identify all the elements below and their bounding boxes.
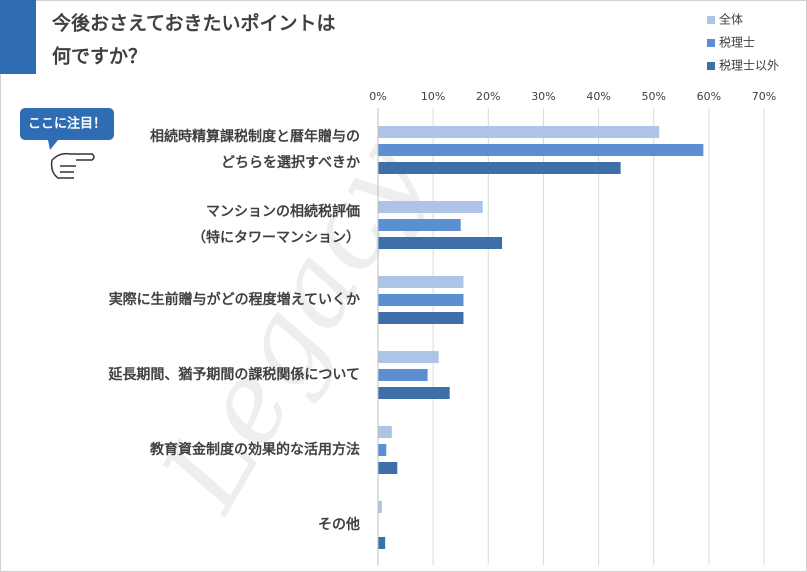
x-tick-label: 20% [476, 90, 500, 103]
bar [378, 126, 660, 138]
bar [378, 312, 464, 324]
x-tick-label: 70% [752, 90, 776, 103]
callout-text: ここに注目！ [28, 116, 106, 132]
chart-title: 今後おさえておきたいポイントは [51, 12, 335, 35]
x-tick-label: 50% [641, 90, 665, 103]
x-tick-label: 10% [421, 90, 445, 103]
bar [378, 219, 461, 231]
bar [378, 294, 464, 306]
y-tick-label: どちらを選択すべきか [221, 154, 360, 171]
y-tick-label: その他 [318, 516, 360, 533]
legend-label: 全体 [719, 12, 743, 27]
x-tick-label: 0% [369, 90, 386, 103]
title-accent [0, 0, 36, 74]
chart-title: 何ですか？ [52, 45, 147, 68]
y-tick-label: 教育資金制度の効果的な活用方法 [150, 441, 360, 458]
y-tick-label: 相続時精算課税制度と暦年贈与の [150, 128, 360, 145]
y-tick-label: 実際に生前贈与がどの程度増えていくか [109, 291, 360, 308]
bar [378, 426, 392, 438]
bar [378, 351, 439, 363]
x-tick-label: 60% [697, 90, 721, 103]
bar [378, 387, 450, 399]
callout: ここに注目！ [20, 108, 114, 179]
bar [378, 162, 621, 174]
x-tick-label: 40% [586, 90, 610, 103]
y-tick-label: （特にタワーマンション） [192, 229, 360, 246]
legend-swatch [707, 16, 715, 24]
bar [378, 201, 483, 213]
legend-swatch [707, 62, 715, 70]
legend-label: 税理士以外 [719, 59, 779, 73]
bar [378, 276, 464, 288]
bar [378, 144, 704, 156]
bar [378, 237, 503, 249]
legend-label: 税理士 [719, 36, 755, 50]
legend-swatch [707, 39, 715, 47]
bar [378, 501, 382, 513]
y-tick-label: マンションの相続税評価 [206, 203, 360, 220]
callout-bubble [20, 108, 114, 150]
y-tick-label: 延長期間、猶予期間の課税関係について [107, 366, 360, 383]
x-tick-label: 30% [531, 90, 555, 103]
bar [378, 537, 386, 549]
bar [378, 462, 398, 474]
bar [378, 444, 387, 456]
pointing-hand [50, 152, 95, 179]
bar [378, 369, 428, 381]
